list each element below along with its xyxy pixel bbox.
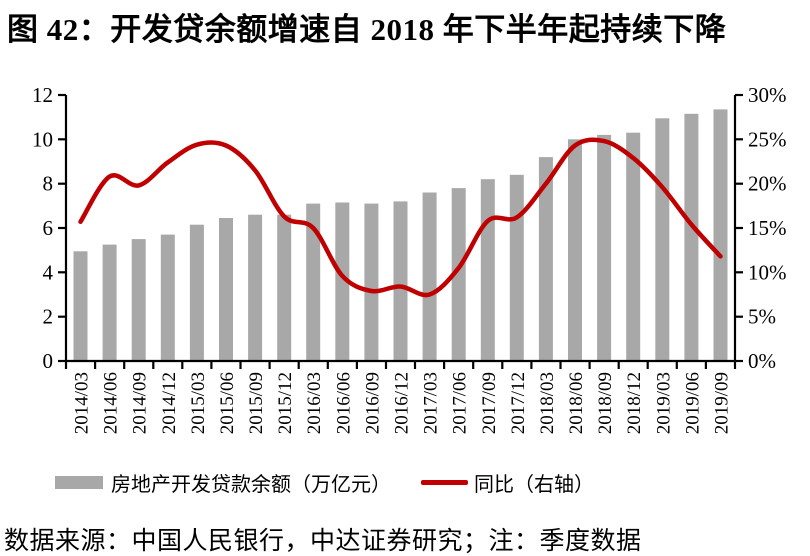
left-axis-label: 12 <box>32 83 53 107</box>
bar-2014/12 <box>160 234 175 361</box>
left-axis-label: 10 <box>32 127 53 151</box>
bar-2018/03 <box>538 157 553 361</box>
x-axis-label: 2017/03 <box>421 372 442 434</box>
x-axis-label: 2017/09 <box>479 372 500 434</box>
bar-2015/12 <box>277 214 292 361</box>
x-axis-label: 2015/03 <box>188 372 209 434</box>
left-axis-label: 2 <box>43 305 54 329</box>
left-axis-label: 0 <box>43 349 54 373</box>
bar-2017/09 <box>480 179 495 361</box>
chart-title: 图 42：开发贷余额增速自 2018 年下半年起持续下降 <box>7 12 727 47</box>
x-axis-label: 2018/06 <box>566 372 587 434</box>
x-axis-label: 2018/09 <box>595 372 616 434</box>
bar-2015/03 <box>189 224 204 361</box>
right-axis-label: 15% <box>748 216 787 240</box>
right-axis-label: 10% <box>748 260 787 284</box>
x-axis-label: 2019/09 <box>712 372 733 434</box>
combo-chart: 0 2 4 6 8 10 12 0% 5% 10% 15% 20% 25% 30% 2014/03 2014/… <box>32 83 787 434</box>
left-axis-label: 4 <box>43 260 54 284</box>
right-axis-label: 0% <box>748 349 776 373</box>
x-axis-label: 2014/03 <box>72 372 93 434</box>
bar-2019/06 <box>684 113 699 361</box>
bar-2016/09 <box>364 203 379 361</box>
right-axis-label: 5% <box>748 305 776 329</box>
x-axis-label: 2014/06 <box>101 372 122 434</box>
right-axis-label: 25% <box>748 127 787 151</box>
bar-2018/09 <box>597 134 612 361</box>
x-axis-label: 2016/09 <box>362 372 383 434</box>
left-axis-label: 6 <box>43 216 54 240</box>
bar-2016/03 <box>306 203 321 361</box>
x-axis-label: 2017/12 <box>508 372 529 434</box>
x-axis-label: 2016/06 <box>333 372 354 434</box>
bar-2017/12 <box>509 174 524 361</box>
bar-2014/03 <box>73 251 88 361</box>
bar-2014/09 <box>131 239 146 361</box>
x-axis-label: 2014/12 <box>159 372 180 434</box>
x-axis-label: 2015/09 <box>246 372 267 434</box>
bar-2014/06 <box>102 244 117 361</box>
x-axis-label: 2018/12 <box>624 372 645 434</box>
x-axis-label: 2015/06 <box>217 372 238 434</box>
bar-2017/03 <box>422 192 437 361</box>
x-axis-label: 2019/06 <box>682 372 703 434</box>
bar-2016/06 <box>335 202 350 361</box>
left-axis-label: 8 <box>43 172 54 196</box>
x-axis-label: 2015/12 <box>275 372 296 434</box>
bar-2015/06 <box>219 218 233 361</box>
x-axis-label: 2014/09 <box>130 372 151 434</box>
bar-series <box>73 109 728 362</box>
legend-line-swatch <box>421 479 468 485</box>
right-axis-label: 20% <box>748 172 787 196</box>
legend-bar-label: 房地产开发贷款余额（万亿元） <box>111 473 391 496</box>
x-axis-label: 2017/06 <box>450 372 471 434</box>
bar-2016/12 <box>393 201 408 361</box>
bar-2019/03 <box>655 118 670 361</box>
bar-2018/06 <box>568 139 582 361</box>
bar-2015/09 <box>248 214 263 361</box>
bar-2019/09 <box>713 109 728 362</box>
x-axis-label: 2016/03 <box>304 372 325 434</box>
x-axis-label: 2018/03 <box>537 372 558 434</box>
x-axis-label: 2019/03 <box>653 372 674 434</box>
legend: 房地产开发贷款余额（万亿元） 同比（右轴） <box>55 466 594 498</box>
legend-bar-swatch <box>55 475 103 489</box>
data-source-note: 数据来源：中国人民银行，中达证券研究；注：季度数据 <box>4 528 642 555</box>
right-axis-label: 30% <box>748 83 787 107</box>
legend-line-label: 同比（右轴） <box>474 473 594 496</box>
bar-2018/12 <box>626 132 641 361</box>
x-axis-label: 2016/12 <box>392 372 413 434</box>
yoy-line <box>78 137 723 298</box>
bar-2017/06 <box>451 188 466 361</box>
axes: 0 2 4 6 8 10 12 0% 5% 10% 15% 20% 25% 30% <box>32 83 787 373</box>
